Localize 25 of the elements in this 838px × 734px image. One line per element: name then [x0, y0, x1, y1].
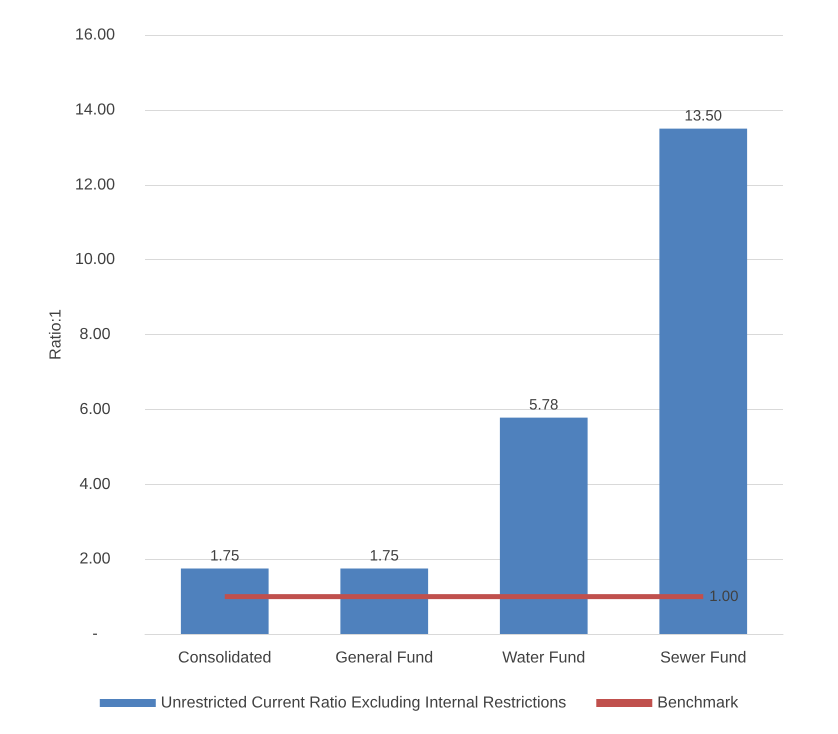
y-tick-label: 6.00 [79, 400, 111, 418]
y-tick-label: 2.00 [79, 550, 111, 568]
data-label: 1.75 [210, 547, 240, 564]
y-tick-label: 10.00 [74, 251, 116, 268]
legend-label: Unrestricted Current Ratio Excluding Internal Restrictions [160, 694, 566, 712]
data-label: 1.75 [370, 547, 399, 564]
y-tick-label: - [92, 626, 98, 642]
bar [180, 568, 269, 634]
x-tick-label: Consolidated [178, 650, 272, 666]
data-label: 5.78 [529, 396, 558, 414]
y-tick-label: 12.00 [74, 176, 116, 194]
y-tick-label: 4.00 [79, 476, 111, 493]
legend-label: Benchmark [657, 694, 740, 712]
y-tick-label: 8.00 [79, 326, 111, 343]
bar [500, 418, 588, 634]
x-tick-label: Water Fund [502, 650, 586, 666]
y-tick-label: 16.00 [74, 26, 116, 44]
data-label: 1.00 [709, 588, 738, 606]
bar [659, 128, 748, 634]
y-axis-title: Ratio:1 [48, 309, 65, 360]
x-tick-label: General Fund [335, 650, 434, 666]
data-label: 13.50 [684, 108, 722, 125]
y-tick-label: 14.00 [74, 101, 116, 118]
x-tick-label: Sewer Fund [660, 650, 746, 666]
bar [340, 568, 428, 634]
